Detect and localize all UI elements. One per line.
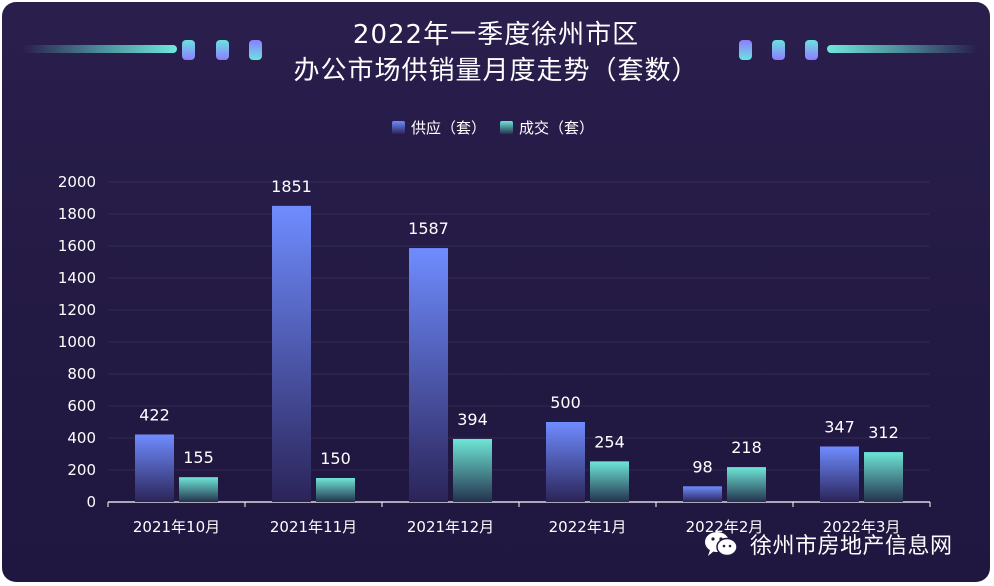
y-tick-label: 1600 — [58, 237, 96, 255]
x-tick-label: 2022年2月 — [686, 518, 764, 536]
chart-title-line-1: 2022年一季度徐州市区 — [352, 20, 640, 50]
decorative-pill — [772, 40, 785, 60]
y-tick-label: 200 — [67, 461, 96, 479]
legend-label-supply: 供应（套） — [411, 118, 487, 137]
x-tick-label: 2021年12月 — [407, 518, 494, 536]
decorative-line-left — [22, 45, 177, 53]
bar-deal — [727, 467, 766, 502]
y-tick-label: 1000 — [58, 333, 96, 351]
y-tick-label: 600 — [67, 397, 96, 415]
bar-supply — [135, 434, 174, 502]
data-label-deal: 254 — [594, 432, 625, 451]
data-label-supply: 98 — [692, 457, 712, 476]
x-tick-label: 2022年3月 — [823, 518, 901, 536]
decorative-pill — [805, 40, 818, 60]
bar-deal — [179, 477, 218, 502]
legend-label-deal: 成交（套） — [519, 118, 595, 137]
legend-item-supply: 供应（套） — [392, 117, 486, 138]
data-label-deal: 155 — [183, 448, 214, 467]
bar-supply — [546, 422, 585, 502]
legend-swatch-supply — [392, 120, 405, 134]
x-tick-label: 2021年11月 — [270, 518, 357, 536]
bar-supply — [272, 205, 311, 502]
watermark-text: 徐州市房地产信息网 — [750, 534, 953, 559]
bar-supply — [820, 446, 859, 502]
chart-legend: 供应（套） 成交（套） — [392, 117, 608, 137]
x-tick-label: 2021年10月 — [133, 518, 220, 536]
bar-deal — [864, 452, 903, 502]
y-tick-label: 1400 — [58, 269, 96, 287]
wechat-icon — [705, 532, 738, 557]
x-tick-label: 2022年1月 — [549, 518, 627, 536]
decorative-pill — [739, 40, 752, 60]
decorative-line-right — [827, 45, 977, 53]
data-label-deal: 394 — [457, 410, 488, 429]
data-label-supply: 500 — [550, 393, 581, 412]
y-tick-label: 2000 — [58, 173, 96, 191]
data-label-supply: 347 — [824, 417, 855, 436]
y-tick-label: 1800 — [58, 205, 96, 223]
y-tick-label: 0 — [86, 493, 96, 511]
data-label-deal: 150 — [320, 449, 351, 468]
y-tick-label: 400 — [67, 429, 96, 447]
y-tick-label: 1200 — [58, 301, 96, 319]
data-label-deal: 312 — [868, 423, 899, 442]
legend-swatch-deal — [500, 120, 514, 134]
y-tick-label: 800 — [67, 365, 96, 383]
bar-deal — [316, 478, 355, 502]
data-label-supply: 422 — [139, 405, 170, 424]
decorative-pill — [182, 40, 195, 60]
data-label-supply: 1851 — [271, 177, 312, 196]
chart-title-line-2: 办公市场供销量月度走势（套数） — [293, 56, 699, 86]
bar-deal — [453, 438, 492, 502]
bar-supply — [409, 248, 448, 502]
decorative-pill — [249, 40, 262, 60]
data-label-deal: 218 — [731, 438, 762, 457]
legend-item-deal: 成交（套） — [500, 117, 594, 138]
decorative-pill — [216, 40, 229, 60]
bar-deal — [590, 461, 629, 502]
watermark: 徐州市房地产信息网 — [702, 528, 953, 560]
data-label-supply: 1587 — [408, 219, 449, 238]
bar-supply — [683, 486, 722, 502]
